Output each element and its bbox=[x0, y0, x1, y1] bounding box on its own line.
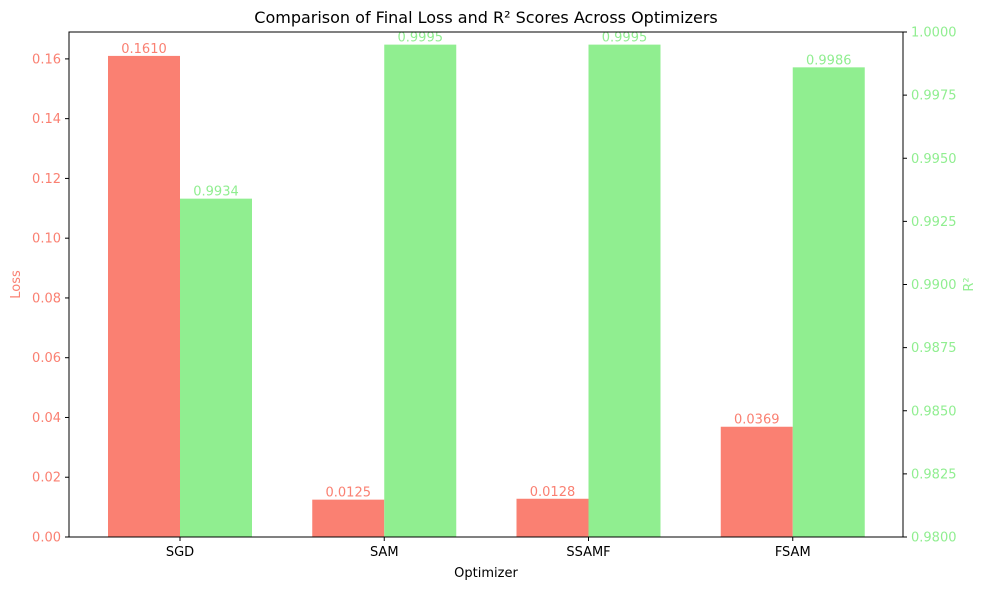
y-left-tick-label: 0.02 bbox=[32, 471, 61, 486]
r2-bar-sam bbox=[384, 45, 456, 537]
y-right-tick-label: 0.9850 bbox=[911, 404, 957, 419]
y-right-tick-label: 0.9825 bbox=[911, 467, 957, 482]
r2-value-label-ssamf: 0.9995 bbox=[602, 31, 648, 46]
y-left-tick-label: 0.04 bbox=[32, 411, 61, 426]
r2-bar-ssamf bbox=[589, 45, 661, 537]
right-axis: 0.9800 0.9825 0.9850 0.9875 0.9900 0.9925 0.99… bbox=[903, 26, 957, 546]
left-axis: 0.00 0.02 0.04 0.06 0.08 0.10 0.12 0.14 0.16 bbox=[32, 52, 69, 545]
loss-value-label-fsam: 0.0369 bbox=[734, 413, 780, 428]
y-right-tick-label: 0.9875 bbox=[911, 341, 957, 356]
y-right-tick-label: 0.9800 bbox=[911, 531, 957, 546]
x-tick-label-sgd: SGD bbox=[166, 545, 194, 560]
bars-layer bbox=[108, 45, 865, 537]
r2-value-label-sgd: 0.9934 bbox=[193, 185, 239, 200]
y-left-tick-label: 0.16 bbox=[32, 52, 61, 67]
y-left-tick-label: 0.08 bbox=[32, 291, 61, 306]
y-left-tick-label: 0.14 bbox=[32, 112, 61, 127]
r2-bar-sgd bbox=[180, 199, 252, 537]
y-left-tick-label: 0.12 bbox=[32, 172, 61, 187]
r2-value-label-sam: 0.9995 bbox=[398, 31, 444, 46]
y-left-axis-label: Loss bbox=[9, 270, 24, 299]
x-axis: SGD SAM SSAMF FSAM bbox=[166, 537, 811, 560]
y-left-tick-label: 0.00 bbox=[32, 531, 61, 546]
loss-value-label-ssamf: 0.0128 bbox=[530, 485, 576, 500]
y-right-axis-label: R² bbox=[962, 277, 977, 291]
y-right-tick-label: 1.0000 bbox=[911, 26, 957, 41]
x-tick-label-sam: SAM bbox=[370, 545, 399, 560]
loss-bar-sgd bbox=[108, 56, 180, 537]
y-left-tick-label: 0.10 bbox=[32, 232, 61, 247]
r2-value-label-fsam: 0.9986 bbox=[806, 53, 852, 68]
chart-title: Comparison of Final Loss and R² Scores A… bbox=[254, 8, 717, 27]
x-axis-label: Optimizer bbox=[454, 566, 518, 581]
x-tick-label-fsam: FSAM bbox=[775, 545, 811, 560]
x-tick-label-ssamf: SSAMF bbox=[566, 545, 610, 560]
y-right-tick-label: 0.9900 bbox=[911, 278, 957, 293]
y-right-tick-label: 0.9925 bbox=[911, 215, 957, 230]
r2-bar-fsam bbox=[793, 67, 865, 537]
loss-value-label-sgd: 0.1610 bbox=[121, 42, 167, 57]
y-right-tick-label: 0.9975 bbox=[911, 89, 957, 104]
loss-value-label-sam: 0.0125 bbox=[326, 486, 372, 501]
y-right-tick-label: 0.9950 bbox=[911, 152, 957, 167]
y-left-tick-label: 0.06 bbox=[32, 351, 61, 366]
loss-bar-fsam bbox=[721, 427, 793, 537]
loss-bar-ssamf bbox=[517, 499, 589, 537]
loss-bar-sam bbox=[312, 500, 384, 537]
